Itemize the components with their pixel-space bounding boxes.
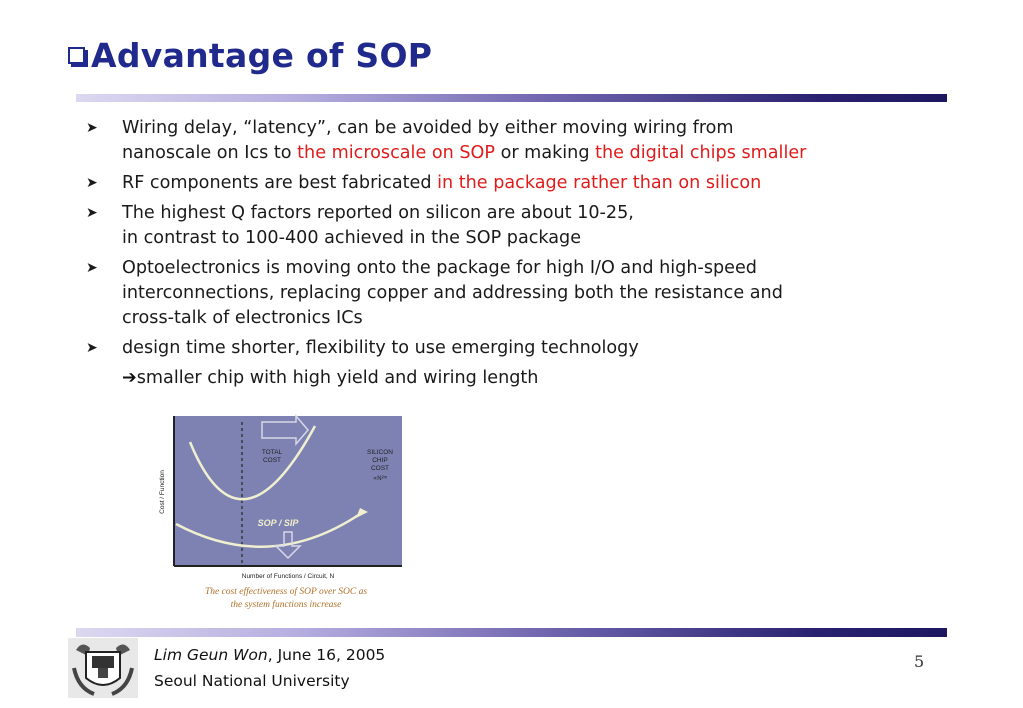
checkbox-bullet-icon bbox=[68, 47, 85, 64]
page-number: 5 bbox=[914, 652, 925, 671]
bullet-item: ➤ RF components are best fabricated in t… bbox=[86, 171, 966, 196]
x-axis-label: Number of Functions / Circuit, N bbox=[242, 573, 335, 580]
bullet-text: RF components are best fabricated bbox=[122, 173, 438, 193]
bullet-text: Wiring delay, “latency”, can be avoided … bbox=[122, 118, 734, 138]
arrow-bullet-icon: ➤ bbox=[86, 120, 98, 136]
bullet-text: design time shorter, flexibility to use … bbox=[122, 338, 639, 358]
right-arrow-icon: ➔ bbox=[122, 368, 137, 388]
silicon-label-3: COST bbox=[371, 465, 389, 472]
footer-text: Lim Geun Won, June 16, 2005 Seoul Nation… bbox=[154, 642, 385, 694]
down-outline-arrow-icon bbox=[274, 531, 302, 560]
bullet-item: ➤ Wiring delay, “latency”, can be avoide… bbox=[86, 116, 966, 166]
bullet-text: cross-talk of electronics ICs bbox=[122, 308, 363, 328]
figure-caption-2: the system functions increase bbox=[231, 599, 342, 610]
footer-date: , June 16, 2005 bbox=[267, 646, 386, 664]
followup-line: ➔smaller chip with high yield and wiring… bbox=[122, 366, 538, 391]
followup-text: smaller chip with high yield and wiring … bbox=[136, 368, 539, 388]
arrow-bullet-icon: ➤ bbox=[86, 175, 98, 191]
highlight-text: the digital chips smaller bbox=[595, 143, 807, 163]
bullet-item: ➤ design time shorter, flexibility to us… bbox=[86, 336, 966, 361]
arrow-bullet-icon: ➤ bbox=[86, 260, 98, 276]
right-outline-arrow-icon bbox=[261, 414, 309, 447]
arrow-bullet-icon: ➤ bbox=[86, 340, 98, 356]
cost-figure: TOTAL COST SILICON CHIP COST ∝N²ᵐ SOP / … bbox=[150, 414, 406, 614]
bullet-item: ➤ Optoelectronics is moving onto the pac… bbox=[86, 256, 966, 331]
footer-author: Lim Geun Won bbox=[154, 646, 268, 664]
footer-affiliation: Seoul National University bbox=[154, 672, 350, 690]
y-axis-label: Cost / Function bbox=[159, 470, 166, 514]
bullet-text: Optoelectronics is moving onto the packa… bbox=[122, 258, 757, 278]
highlight-text: the microscale on SOP bbox=[297, 143, 495, 163]
arrow-bullet-icon: ➤ bbox=[86, 205, 98, 221]
figure-caption-1: The cost effectiveness of SOP over SOC a… bbox=[205, 586, 367, 597]
bullet-text: The highest Q factors reported on silico… bbox=[122, 203, 634, 223]
footer-divider bbox=[76, 628, 947, 637]
curve-arrowhead-icon bbox=[356, 508, 368, 518]
bullet-item: ➤ The highest Q factors reported on sili… bbox=[86, 201, 966, 251]
highlight-text: in the package rather than on silicon bbox=[437, 173, 762, 193]
plot-background bbox=[174, 416, 402, 566]
sop-sip-label: SOP / SIP bbox=[258, 518, 300, 528]
slide-title: Advantage of SOP bbox=[68, 36, 432, 75]
title-divider bbox=[76, 94, 947, 102]
silicon-sub-label: ∝N²ᵐ bbox=[373, 476, 388, 482]
bullet-text: in contrast to 100-400 achieved in the S… bbox=[122, 228, 582, 248]
university-logo bbox=[68, 638, 138, 698]
bullet-text: interconnections, replacing copper and a… bbox=[122, 283, 783, 303]
sop-cost-curve bbox=[175, 512, 361, 548]
bullet-list: ➤ Wiring delay, “latency”, can be avoide… bbox=[86, 116, 966, 366]
silicon-label-2: CHIP bbox=[372, 457, 388, 464]
slide-title-text: Advantage of SOP bbox=[91, 36, 433, 75]
cost-curve-diagram: TOTAL COST SILICON CHIP COST ∝N²ᵐ SOP / … bbox=[159, 414, 402, 610]
bullet-text: or making bbox=[495, 143, 596, 163]
bullet-text: nanoscale on Ics to bbox=[122, 143, 298, 163]
total-cost-label-1: TOTAL bbox=[262, 449, 283, 456]
total-cost-curve bbox=[188, 425, 317, 501]
silicon-label-1: SILICON bbox=[367, 449, 393, 456]
total-cost-label-2: COST bbox=[263, 457, 281, 464]
